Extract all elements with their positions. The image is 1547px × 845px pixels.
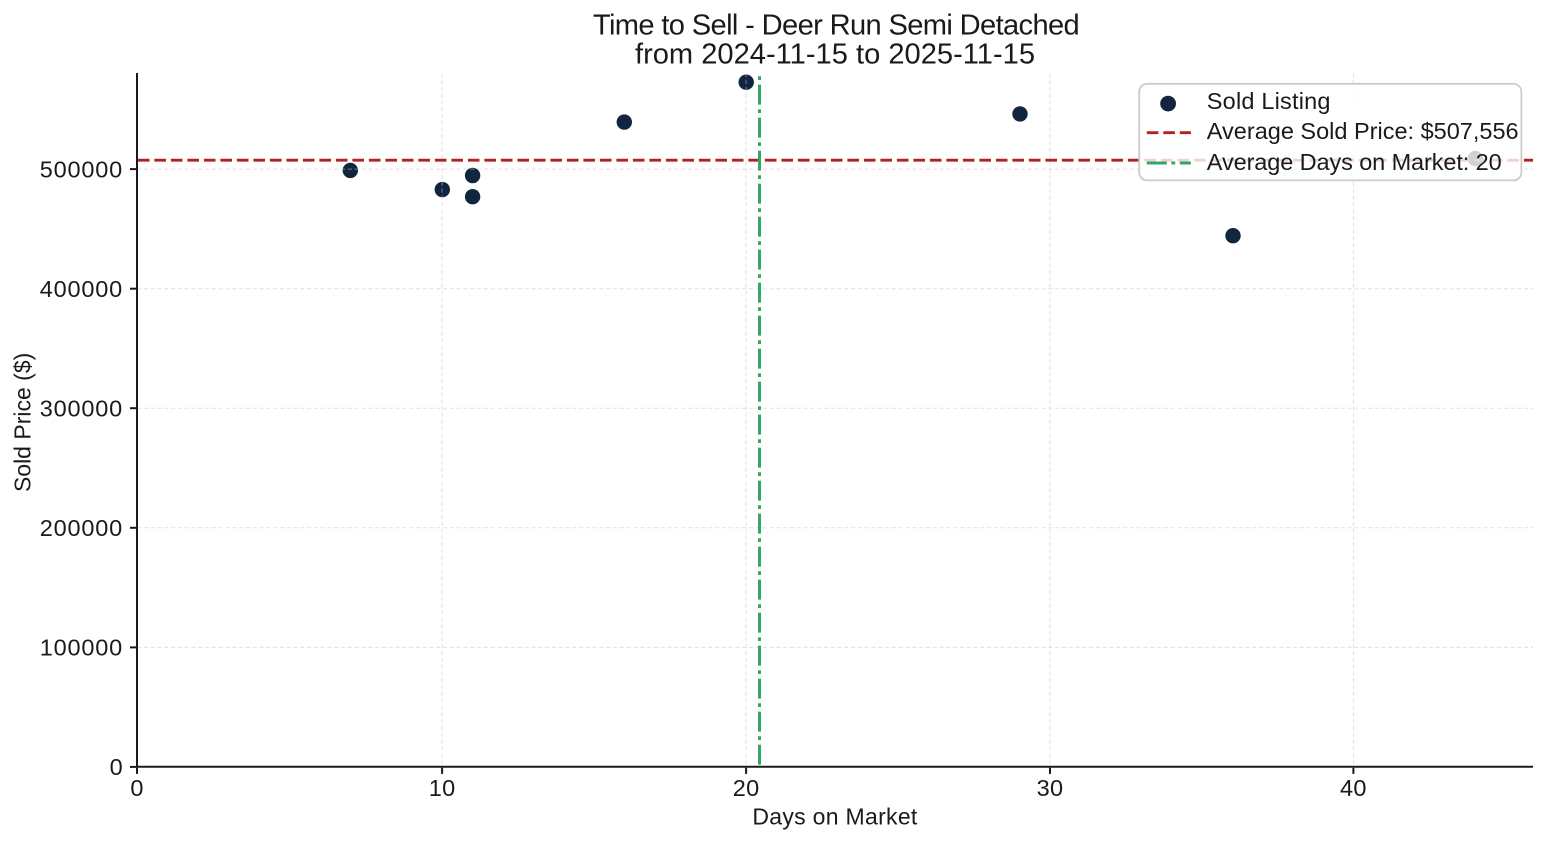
svg-text:Sold Price ($): Sold Price ($): [10, 353, 36, 492]
svg-text:40: 40: [1340, 775, 1367, 801]
svg-text:20: 20: [733, 775, 760, 801]
svg-text:Sold Listing: Sold Listing: [1207, 88, 1331, 114]
svg-text:Average Days on Market: 20: Average Days on Market: 20: [1207, 149, 1502, 175]
svg-text:10: 10: [429, 775, 456, 801]
svg-text:30: 30: [1037, 775, 1064, 801]
svg-text:Days on Market: Days on Market: [752, 804, 918, 830]
svg-text:400000: 400000: [40, 276, 123, 302]
svg-text:100000: 100000: [40, 635, 123, 661]
svg-text:from 2024-11-15 to 2025-11-15: from 2024-11-15 to 2025-11-15: [635, 38, 1035, 70]
svg-text:Time to Sell - Deer Run Semi D: Time to Sell - Deer Run Semi Detached: [593, 9, 1079, 41]
svg-text:300000: 300000: [40, 395, 123, 421]
svg-text:0: 0: [130, 775, 143, 801]
svg-text:Average Sold Price: $507,556: Average Sold Price: $507,556: [1207, 118, 1519, 144]
svg-text:500000: 500000: [40, 156, 123, 182]
svg-text:200000: 200000: [40, 515, 123, 541]
svg-text:0: 0: [110, 754, 123, 780]
